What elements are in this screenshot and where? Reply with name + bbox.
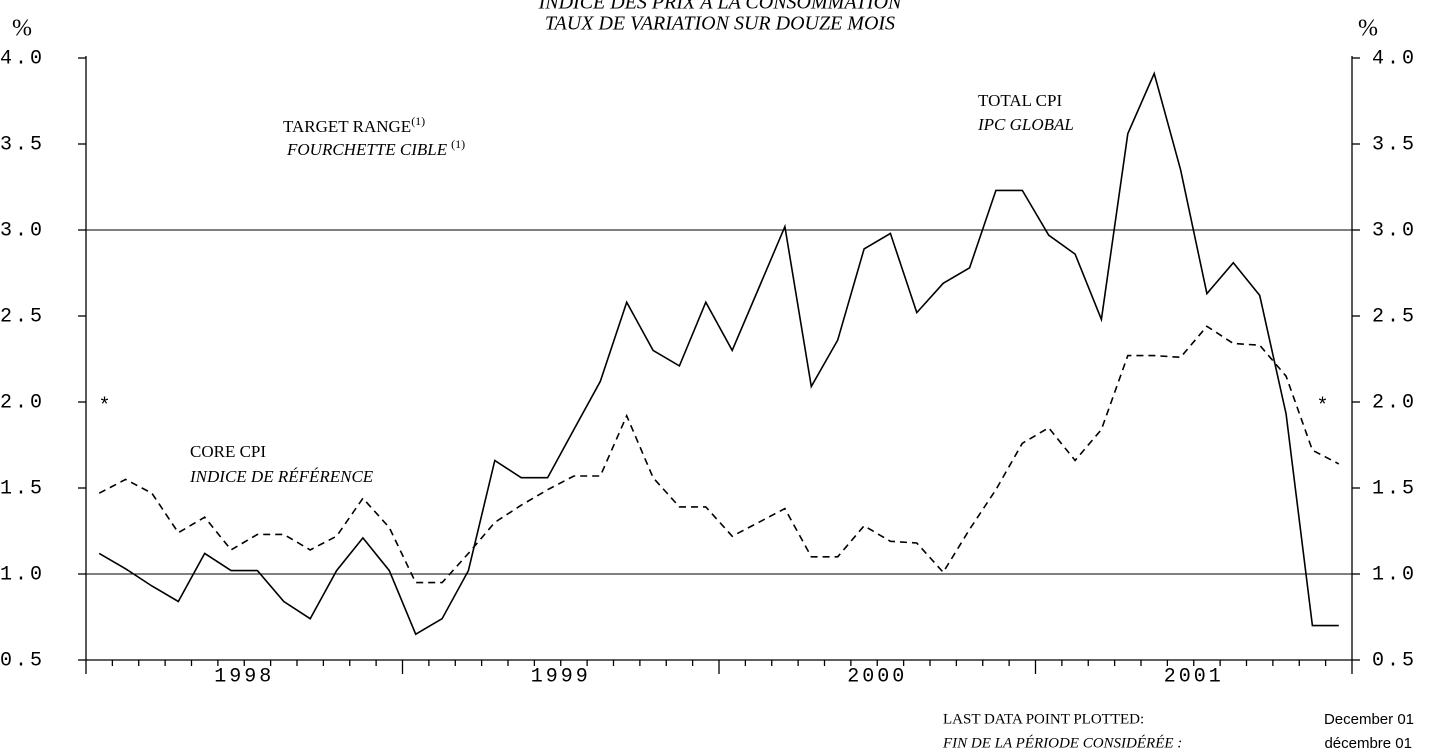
- y-tick-label: 3.0: [0, 219, 45, 242]
- y-tick-label: 2.0: [0, 391, 45, 414]
- chart-subtitle: TAUX DE VARIATION SUR DOUZE MOIS: [545, 13, 895, 35]
- marker: *: [1316, 395, 1331, 418]
- series-label: IPC GLOBAL: [977, 115, 1074, 134]
- series-label: CORE CPI: [190, 442, 266, 461]
- line-series: [98, 325, 1340, 584]
- y-tick-label: 4.0: [0, 47, 45, 70]
- y-tick-label: 2.5: [1372, 305, 1417, 328]
- y-tick-label: 0.5: [0, 649, 45, 672]
- footer-value: décembre 01: [1324, 735, 1412, 752]
- y-tick-label: 2.0: [1372, 391, 1417, 414]
- annotation: TARGET RANGE(1): [283, 114, 425, 136]
- annotation: FOURCHETTE CIBLE (1): [286, 137, 465, 159]
- y-tick-label: 3.5: [1372, 133, 1417, 156]
- y-tick-label: 1.5: [0, 477, 45, 500]
- y-tick-label: 1.0: [1372, 563, 1417, 586]
- annotation-note: (1): [411, 114, 425, 128]
- y-tick-label: 4.0: [1372, 47, 1417, 70]
- y-unit: %: [12, 16, 32, 42]
- y-tick-label: 1.0: [0, 563, 45, 586]
- x-tick-label: 1999: [531, 665, 591, 688]
- footer-label: LAST DATA POINT PLOTTED:: [943, 711, 1144, 727]
- y-tick-label: 3.0: [1372, 219, 1417, 242]
- footer-value: December 01: [1324, 711, 1414, 728]
- annotation-text: TARGET RANGE: [283, 117, 411, 136]
- annotation-text: FOURCHETTE CIBLE: [286, 140, 448, 159]
- y-tick-label: 3.5: [0, 133, 45, 156]
- x-tick-label: 1998: [214, 665, 274, 688]
- chart-title: INDICE DES PRIX À LA CONSOMMATION: [538, 0, 903, 14]
- marker: *: [98, 395, 113, 418]
- footer-label: FIN DE LA PÉRIODE CONSIDÉRÉE :: [942, 734, 1182, 751]
- series-label: INDICE DE RÉFÉRENCE: [189, 467, 374, 486]
- x-tick-label: 2000: [847, 665, 907, 688]
- line-series: [98, 71, 1339, 636]
- y-unit: %: [1358, 16, 1378, 42]
- y-tick-label: 2.5: [0, 305, 45, 328]
- x-tick-label: 2001: [1164, 665, 1224, 688]
- y-tick-label: 0.5: [1372, 649, 1417, 672]
- annotation-note: (1): [451, 137, 465, 151]
- y-tick-label: 1.5: [1372, 477, 1417, 500]
- series-label: TOTAL CPI: [978, 91, 1062, 110]
